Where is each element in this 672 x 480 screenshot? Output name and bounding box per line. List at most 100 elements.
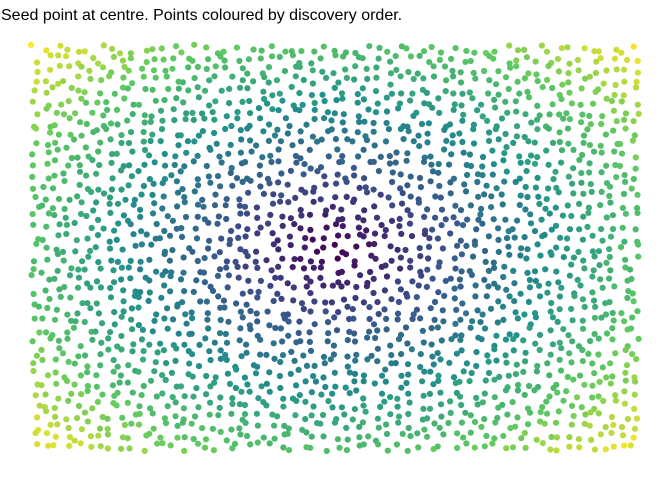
scatter-point bbox=[190, 435, 197, 443]
scatter-point bbox=[159, 205, 166, 212]
scatter-point bbox=[486, 77, 493, 84]
scatter-point bbox=[576, 226, 583, 233]
scatter-point bbox=[89, 109, 96, 116]
scatter-point bbox=[473, 394, 480, 401]
scatter-point bbox=[569, 317, 576, 324]
scatter-point bbox=[378, 390, 386, 397]
scatter-point bbox=[111, 321, 118, 328]
scatter-point bbox=[138, 392, 145, 399]
scatter-point bbox=[613, 118, 620, 125]
scatter-point bbox=[203, 391, 210, 398]
scatter-point bbox=[489, 440, 496, 447]
scatter-point bbox=[405, 424, 412, 432]
scatter-point bbox=[363, 283, 370, 290]
scatter-point bbox=[151, 56, 158, 63]
scatter-point bbox=[633, 415, 641, 422]
scatter-point bbox=[500, 316, 507, 323]
scatter-point bbox=[407, 193, 414, 200]
scatter-point bbox=[247, 137, 254, 144]
scatter-point bbox=[34, 68, 41, 76]
scatter-point bbox=[621, 172, 628, 179]
scatter-point bbox=[342, 384, 349, 391]
scatter-point bbox=[202, 335, 209, 342]
scatter-point bbox=[582, 411, 589, 418]
scatter-point bbox=[228, 164, 235, 172]
scatter-point bbox=[635, 241, 642, 248]
scatter-point bbox=[100, 112, 107, 119]
scatter-point bbox=[426, 390, 433, 397]
scatter-point bbox=[514, 217, 521, 224]
scatter-point bbox=[343, 447, 350, 454]
scatter-point bbox=[370, 321, 378, 328]
scatter-point bbox=[432, 214, 439, 221]
scatter-point bbox=[94, 398, 101, 405]
scatter-point bbox=[524, 421, 532, 428]
scatter-point bbox=[154, 440, 161, 447]
scatter-point bbox=[576, 444, 583, 451]
scatter-point bbox=[341, 127, 348, 134]
scatter-point bbox=[597, 431, 605, 438]
scatter-point bbox=[469, 95, 476, 102]
scatter-point bbox=[233, 44, 240, 51]
scatter-point bbox=[165, 85, 172, 93]
scatter-point bbox=[258, 383, 265, 390]
scatter-point bbox=[549, 341, 557, 348]
scatter-point bbox=[426, 405, 434, 412]
scatter-point bbox=[420, 158, 428, 165]
scatter-point bbox=[39, 315, 46, 322]
scatter-point bbox=[364, 334, 371, 341]
scatter-point bbox=[188, 420, 195, 427]
scatter-point bbox=[397, 265, 404, 272]
scatter-point bbox=[416, 52, 423, 60]
scatter-point bbox=[512, 371, 520, 378]
scatter-point bbox=[127, 275, 134, 282]
scatter-point bbox=[103, 99, 110, 106]
scatter-point bbox=[195, 132, 202, 139]
scatter-point bbox=[536, 200, 543, 207]
scatter-point bbox=[217, 355, 224, 362]
scatter-point bbox=[35, 303, 43, 310]
scatter-point bbox=[43, 105, 50, 112]
scatter-point bbox=[512, 98, 519, 105]
scatter-point bbox=[211, 379, 218, 386]
scatter-point bbox=[218, 87, 225, 94]
scatter-point bbox=[253, 204, 260, 211]
scatter-point bbox=[118, 167, 125, 174]
scatter-point bbox=[33, 140, 40, 147]
scatter-point bbox=[558, 96, 565, 103]
scatter-point bbox=[343, 193, 350, 200]
scatter-point bbox=[388, 296, 395, 303]
scatter-point bbox=[521, 133, 528, 141]
scatter-point bbox=[597, 276, 604, 283]
scatter-point bbox=[277, 358, 284, 366]
scatter-point bbox=[28, 151, 36, 158]
scatter-point bbox=[382, 227, 389, 234]
scatter-point bbox=[246, 97, 253, 105]
scatter-point bbox=[597, 142, 604, 149]
scatter-point bbox=[181, 341, 188, 348]
scatter-point bbox=[257, 336, 264, 343]
scatter-point bbox=[97, 265, 104, 272]
scatter-point bbox=[45, 442, 52, 449]
scatter-point bbox=[260, 88, 267, 95]
scatter-point bbox=[579, 358, 586, 365]
scatter-point bbox=[211, 202, 219, 209]
scatter-point bbox=[461, 181, 468, 188]
scatter-point bbox=[161, 415, 168, 422]
scatter-point bbox=[135, 368, 142, 375]
scatter-point bbox=[634, 205, 641, 212]
scatter-point bbox=[545, 161, 552, 168]
scatter-point bbox=[120, 308, 127, 315]
scatter-point bbox=[34, 111, 41, 118]
scatter-point bbox=[524, 158, 531, 165]
scatter-point bbox=[387, 58, 394, 65]
scatter-point bbox=[434, 324, 441, 331]
scatter-point bbox=[321, 98, 328, 105]
scatter-point bbox=[97, 139, 104, 146]
scatter-point bbox=[146, 430, 153, 437]
scatter-point bbox=[108, 159, 115, 166]
scatter-point bbox=[511, 423, 519, 430]
scatter-point bbox=[592, 69, 600, 77]
scatter-point bbox=[494, 284, 501, 291]
scatter-point bbox=[569, 338, 576, 345]
